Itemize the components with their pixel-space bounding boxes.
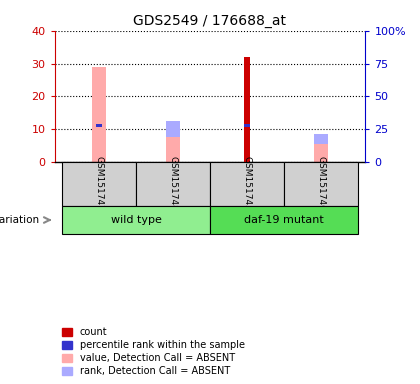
- Bar: [97, 124, 102, 127]
- Bar: [284, 162, 358, 206]
- Text: GSM151747: GSM151747: [94, 156, 103, 211]
- Bar: [166, 137, 180, 162]
- Title: GDS2549 / 176688_at: GDS2549 / 176688_at: [134, 14, 286, 28]
- Bar: [244, 57, 249, 162]
- Bar: [210, 206, 358, 234]
- Bar: [210, 162, 284, 206]
- Bar: [244, 124, 249, 127]
- Text: daf-19 mutant: daf-19 mutant: [244, 215, 324, 225]
- Text: GSM151746: GSM151746: [317, 156, 326, 211]
- Text: wild type: wild type: [110, 215, 161, 225]
- Bar: [62, 162, 136, 206]
- Legend: count, percentile rank within the sample, value, Detection Call = ABSENT, rank, : count, percentile rank within the sample…: [60, 324, 248, 379]
- Bar: [62, 206, 210, 234]
- Bar: [314, 134, 328, 144]
- Bar: [136, 162, 210, 206]
- Text: genotype/variation: genotype/variation: [0, 215, 39, 225]
- Bar: [314, 144, 328, 162]
- Text: GSM151745: GSM151745: [242, 156, 252, 211]
- Bar: [166, 121, 180, 137]
- Bar: [92, 67, 106, 162]
- Text: GSM151748: GSM151748: [168, 156, 178, 211]
